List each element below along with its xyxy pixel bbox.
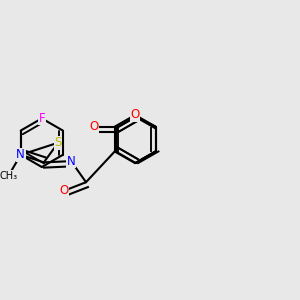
Text: CH₃: CH₃ xyxy=(0,171,17,181)
Text: F: F xyxy=(38,112,45,125)
Text: N: N xyxy=(16,148,25,161)
Text: S: S xyxy=(54,136,62,149)
Text: O: O xyxy=(89,120,98,133)
Text: O: O xyxy=(59,184,68,197)
Text: N: N xyxy=(67,154,76,168)
Text: O: O xyxy=(130,109,140,122)
